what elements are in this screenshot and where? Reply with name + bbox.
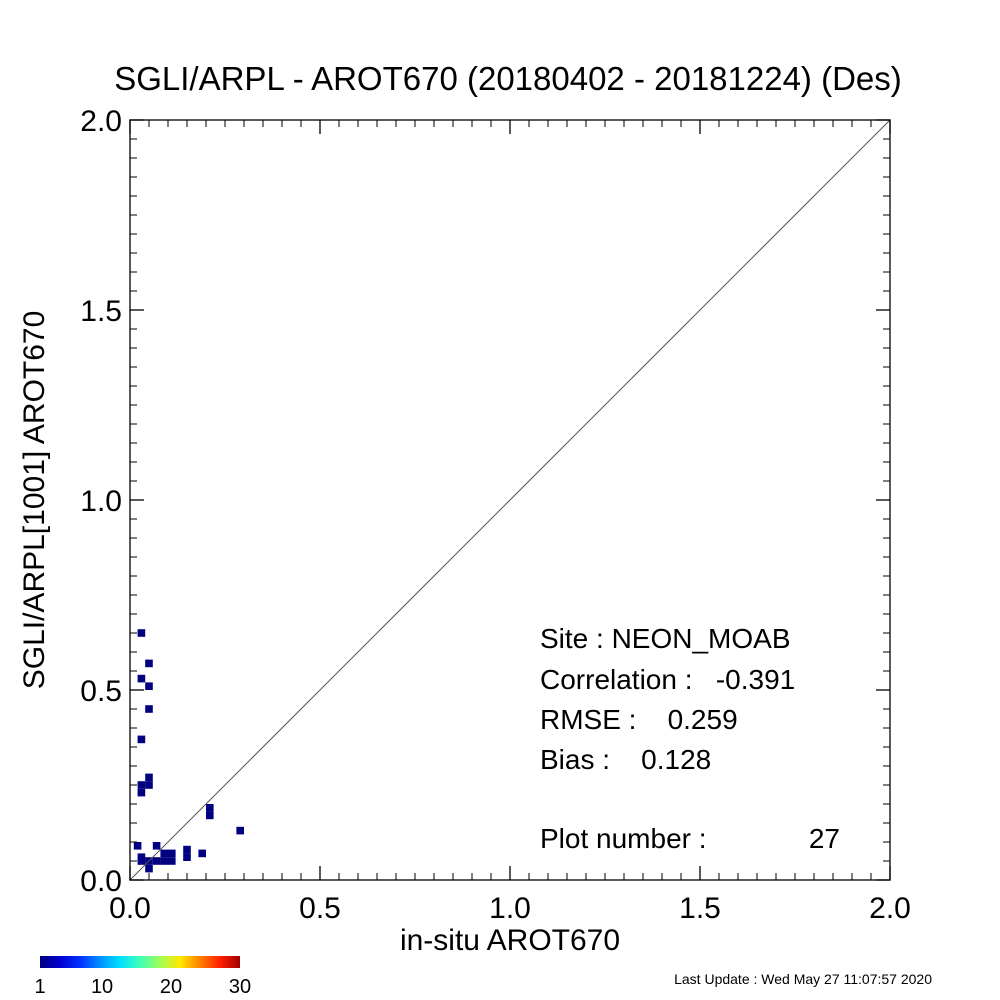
y-axis-ticks: 0.0 0.5 1.0 1.5 2.0 <box>80 105 890 898</box>
x-axis-ticks: 0.0 0.5 1.0 1.5 2.0 <box>109 120 911 925</box>
data-point <box>145 682 153 690</box>
data-point <box>145 781 153 789</box>
data-points <box>133 629 244 873</box>
one-to-one-line <box>129 119 891 881</box>
y-tick-label: 0.5 <box>80 675 122 708</box>
data-point <box>183 845 191 854</box>
data-point <box>206 811 214 820</box>
colorbar-tick-label: 1 <box>34 976 45 998</box>
colorbar-gradient <box>40 956 240 968</box>
plot-area: 0.0 0.5 1.0 1.5 2.0 0.0 0.5 1.0 1.5 2.0 <box>80 105 911 925</box>
y-tick-label: 2.0 <box>80 105 122 138</box>
data-point <box>152 857 161 865</box>
x-tick-label: 1.0 <box>489 892 531 925</box>
data-point <box>206 804 214 812</box>
site-label: Site : NEON_MOAB <box>540 623 791 654</box>
plot-number-value: 27 <box>809 823 840 854</box>
x-tick-label: 0.5 <box>299 892 341 925</box>
data-point <box>145 659 153 668</box>
data-point <box>137 857 146 865</box>
x-axis-label: in-situ AROT670 <box>400 924 620 957</box>
data-point <box>236 826 244 835</box>
data-point <box>145 773 153 782</box>
data-point <box>137 781 146 789</box>
colorbar-tick-label: 10 <box>91 976 113 998</box>
chart-title: SGLI/ARPL - AROT670 (20180402 - 20181224… <box>114 60 902 97</box>
data-point <box>145 705 153 713</box>
data-point <box>137 788 146 797</box>
x-tick-label: 0.0 <box>109 892 151 925</box>
data-point <box>160 857 168 865</box>
colorbar-tick-label: 20 <box>160 976 182 998</box>
colorbar-tick-labels: 1 10 20 30 <box>34 976 251 998</box>
data-point <box>183 853 191 861</box>
data-point <box>137 735 146 744</box>
data-point <box>137 674 146 683</box>
data-point <box>152 842 161 850</box>
y-axis-label: SGLI/ARPL[1001] AROT670 <box>18 311 51 690</box>
y-tick-label: 1.5 <box>80 295 122 328</box>
bias-label: Bias : 0.128 <box>540 744 711 775</box>
y-tick-label: 1.0 <box>80 485 122 518</box>
colorbar-tick-label: 30 <box>229 976 251 998</box>
data-point <box>160 849 168 858</box>
data-point <box>137 629 146 637</box>
colorbar: 1 10 20 30 <box>34 956 251 998</box>
y-tick-label: 0.0 <box>80 865 122 898</box>
x-tick-label: 1.5 <box>679 892 721 925</box>
data-point <box>168 849 176 858</box>
axis-minor-ticks <box>130 120 890 880</box>
x-tick-label: 2.0 <box>869 892 911 925</box>
data-point <box>198 849 206 858</box>
data-point <box>168 857 176 865</box>
data-point <box>145 864 153 873</box>
data-point <box>133 842 142 850</box>
plot-number-label: Plot number : <box>540 823 707 854</box>
correlation-label: Correlation : -0.391 <box>540 664 795 695</box>
last-update: Last Update : Wed May 27 11:07:57 2020 <box>674 971 932 987</box>
rmse-label: RMSE : 0.259 <box>540 704 738 735</box>
stats-annotation: Site : NEON_MOAB Correlation : -0.391 RM… <box>540 623 840 854</box>
